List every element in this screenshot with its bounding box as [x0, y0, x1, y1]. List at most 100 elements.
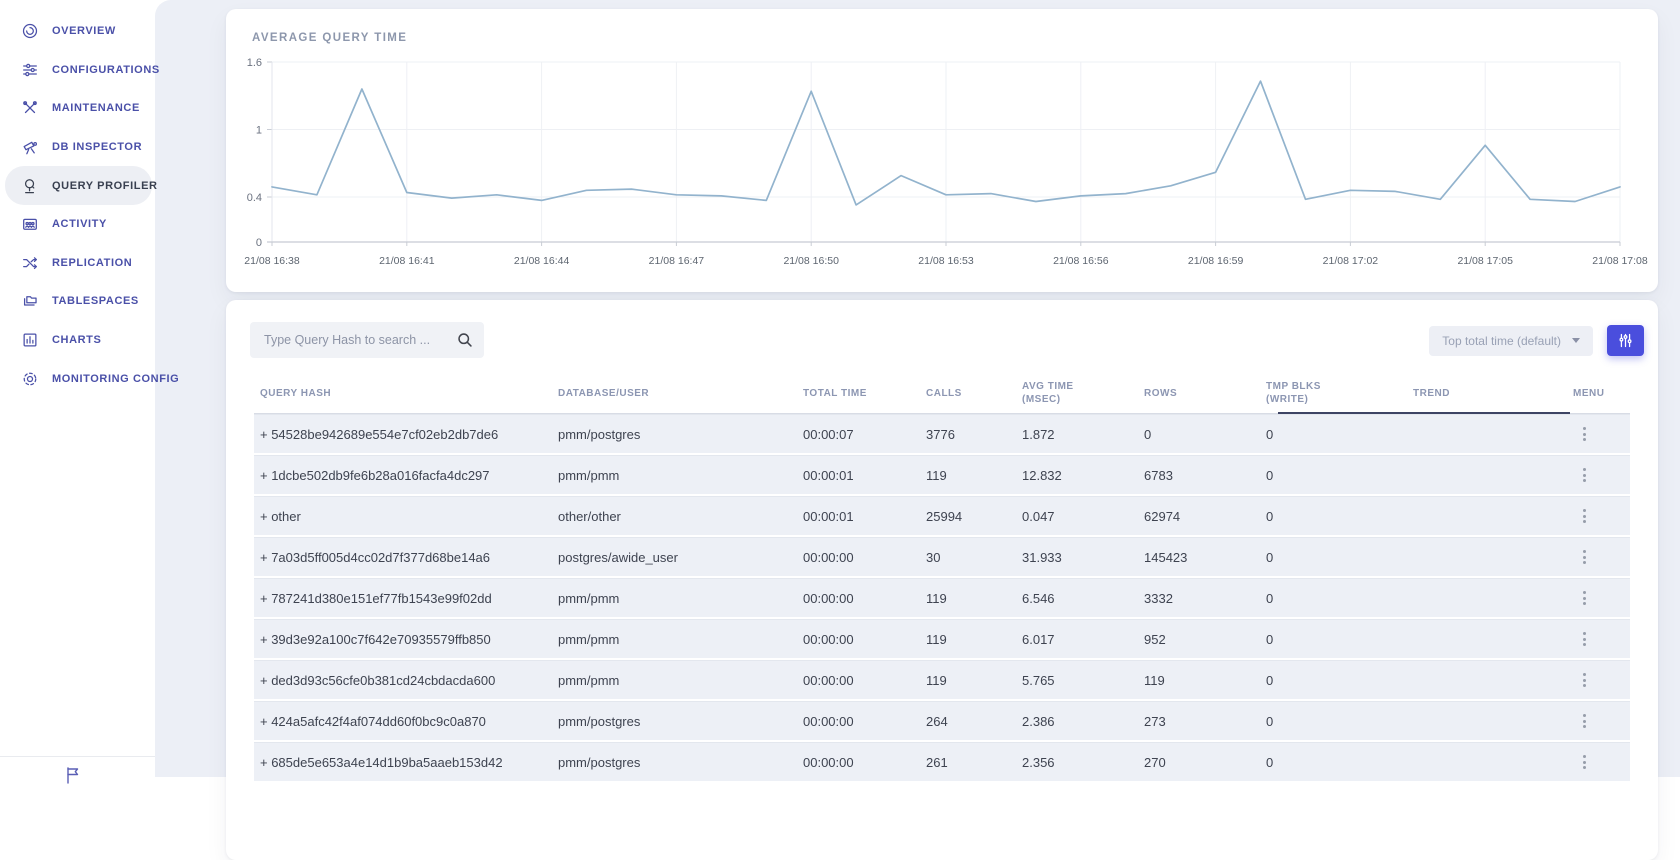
svg-text:21/08 16:38: 21/08 16:38 — [244, 255, 300, 267]
table-row[interactable]: + 7a03d5ff005d4cc02d7f377d68be14a6 postg… — [254, 537, 1630, 578]
tablespaces-icon — [21, 292, 39, 310]
row-menu-button[interactable] — [1575, 462, 1594, 488]
table-row[interactable]: + 54528be942689e554e7cf02eb2db7de6 pmm/p… — [254, 414, 1630, 455]
sidebar-item-label: REPLICATION — [52, 256, 133, 269]
cell-total-time: 00:00:01 — [803, 467, 854, 483]
cell-menu — [1567, 421, 1630, 447]
maintenance-icon — [21, 99, 39, 117]
sidebar-item-label: OVERVIEW — [52, 25, 116, 38]
cell-rows: 273 — [1144, 713, 1166, 729]
average-query-time-card: AVERAGE QUERY TIME 21/08 16:38 21/08 16:4… — [226, 9, 1658, 292]
cell-query-hash[interactable]: + 787241d380e151ef77fb1543e99f02dd — [260, 590, 492, 606]
cell-total-time: 00:00:07 — [803, 426, 854, 442]
sidebar-item-db-inspector[interactable]: DB INSPECTOR — [0, 128, 155, 167]
cell-tmp-blks-write: 0 — [1266, 508, 1274, 524]
search-input[interactable] — [262, 332, 456, 348]
svg-text:21/08 17:05: 21/08 17:05 — [1457, 255, 1513, 267]
sidebar-item-maintenance[interactable]: MAINTENANCE — [0, 89, 155, 128]
monitoring-config-icon — [21, 370, 39, 388]
sidebar-item-charts[interactable]: CHARTS — [0, 321, 155, 360]
table-row[interactable]: + 787241d380e151ef77fb1543e99f02dd pmm/p… — [254, 578, 1630, 619]
column-header-calls[interactable]: CALLS — [926, 387, 962, 399]
cell-query-hash[interactable]: + 39d3e92a100c7f642e70935579ffb850 — [260, 631, 491, 647]
svg-text:21/08 16:44: 21/08 16:44 — [514, 255, 570, 267]
cell-total-time: 00:00:00 — [803, 672, 854, 688]
sidebar-item-overview[interactable]: OVERVIEW — [0, 12, 155, 51]
cell-menu — [1567, 708, 1630, 734]
cell-database-user: postgres/awide_user — [558, 549, 678, 565]
column-header-avg_time[interactable]: AVG TIME (MSEC) — [1022, 381, 1074, 405]
column-header-tmp_blks[interactable]: TMP BLKS (WRITE) — [1266, 381, 1321, 405]
sidebar-item-label: MONITORING CONFIG — [52, 372, 180, 385]
sidebar-item-replication[interactable]: REPLICATION — [0, 244, 155, 283]
cell-rows: 145423 — [1144, 549, 1188, 565]
cell-rows: 270 — [1144, 754, 1166, 770]
table-row[interactable]: + 424a5afc42f4af074dd60f0bc9c0a870 pmm/p… — [254, 701, 1630, 742]
sidebar-item-tablespaces[interactable]: TABLESPACES — [0, 282, 155, 321]
column-header-hash[interactable]: QUERY HASH — [260, 387, 332, 399]
cell-query-hash[interactable]: + other — [260, 508, 301, 524]
flag-icon[interactable] — [64, 764, 84, 784]
avg-query-time-chart[interactable]: 21/08 16:38 21/08 16:41 21/08 16:44 21/08 1… — [226, 9, 1658, 292]
column-header-total_time[interactable]: TOTAL TIME — [803, 387, 867, 399]
cell-menu — [1567, 667, 1630, 693]
cell-query-hash[interactable]: + ded3d93c56cfe0b381cd24cbdacda600 — [260, 672, 496, 688]
row-menu-button[interactable] — [1575, 421, 1594, 447]
cell-rows: 952 — [1144, 631, 1166, 647]
sidebar-item-activity[interactable]: ACTIVITY — [0, 205, 155, 244]
cell-tmp-blks-write: 0 — [1266, 631, 1274, 647]
sidebar-item-configurations[interactable]: CONFIGURATIONS — [0, 51, 159, 90]
sidebar-item-monitoring-config[interactable]: MONITORING CONFIG — [0, 359, 179, 398]
row-menu-button[interactable] — [1575, 503, 1594, 529]
cell-tmp-blks-write: 0 — [1266, 672, 1274, 688]
cell-database-user: pmm/pmm — [558, 467, 620, 483]
table-row[interactable]: + 1dcbe502db9fe6b28a016facfa4dc297 pmm/p… — [254, 455, 1630, 496]
svg-text:21/08 17:08: 21/08 17:08 — [1592, 255, 1648, 267]
cell-avg-time: 5.765 — [1022, 672, 1055, 688]
cell-calls: 119 — [926, 467, 947, 483]
sort-dropdown[interactable]: Top total time (default) — [1429, 325, 1593, 356]
cell-query-hash[interactable]: + 1dcbe502db9fe6b28a016facfa4dc297 — [260, 467, 490, 483]
row-menu-button[interactable] — [1575, 626, 1594, 652]
sidebar-item-label: MAINTENANCE — [52, 102, 140, 115]
table-row[interactable]: + 685de5e653a4e14d1b9ba5aaeb153d42 pmm/p… — [254, 742, 1630, 783]
sidebar-divider — [0, 756, 155, 757]
sidebar-item-label: CHARTS — [52, 334, 102, 347]
svg-text:1.6: 1.6 — [247, 57, 262, 69]
cell-query-hash[interactable]: + 7a03d5ff005d4cc02d7f377d68be14a6 — [260, 549, 491, 565]
cell-avg-time: 1.872 — [1022, 426, 1055, 442]
cell-total-time: 00:00:00 — [803, 713, 854, 729]
cell-calls: 119 — [926, 631, 947, 647]
column-header-trend: TREND — [1413, 387, 1450, 399]
cell-rows: 119 — [1144, 672, 1165, 688]
search-icon[interactable] — [456, 331, 474, 349]
cell-menu — [1567, 749, 1630, 775]
svg-text:21/08 16:47: 21/08 16:47 — [649, 255, 705, 267]
cell-total-time: 00:00:00 — [803, 549, 854, 565]
filter-settings-button[interactable] — [1607, 325, 1644, 356]
column-header-rows[interactable]: ROWS — [1144, 387, 1178, 399]
cell-calls: 119 — [926, 672, 947, 688]
row-menu-button[interactable] — [1575, 749, 1594, 775]
cell-menu — [1567, 503, 1630, 529]
svg-text:0.4: 0.4 — [247, 192, 262, 204]
table-row[interactable]: + ded3d93c56cfe0b381cd24cbdacda600 pmm/p… — [254, 660, 1630, 701]
cell-total-time: 00:00:00 — [803, 590, 854, 606]
row-menu-button[interactable] — [1575, 667, 1594, 693]
cell-query-hash[interactable]: + 424a5afc42f4af074dd60f0bc9c0a870 — [260, 713, 486, 729]
cell-avg-time: 2.386 — [1022, 713, 1055, 729]
table-row[interactable]: + 39d3e92a100c7f642e70935579ffb850 pmm/p… — [254, 619, 1630, 660]
svg-text:1: 1 — [256, 125, 262, 137]
cell-query-hash[interactable]: + 54528be942689e554e7cf02eb2db7de6 — [260, 426, 499, 442]
row-menu-button[interactable] — [1575, 544, 1594, 570]
row-menu-button[interactable] — [1575, 708, 1594, 734]
cell-total-time: 00:00:00 — [803, 631, 854, 647]
cell-avg-time: 31.933 — [1022, 549, 1062, 565]
column-header-db_user[interactable]: DATABASE/USER — [558, 387, 650, 399]
cell-query-hash[interactable]: + 685de5e653a4e14d1b9ba5aaeb153d42 — [260, 754, 503, 770]
cell-database-user: pmm/pmm — [558, 590, 620, 606]
row-menu-button[interactable] — [1575, 585, 1594, 611]
charts-icon — [21, 331, 39, 349]
sidebar-item-query-profiler[interactable]: QUERY PROFILER — [5, 166, 157, 205]
table-row[interactable]: + other other/other 00:00:01 25994 0.047… — [254, 496, 1630, 537]
